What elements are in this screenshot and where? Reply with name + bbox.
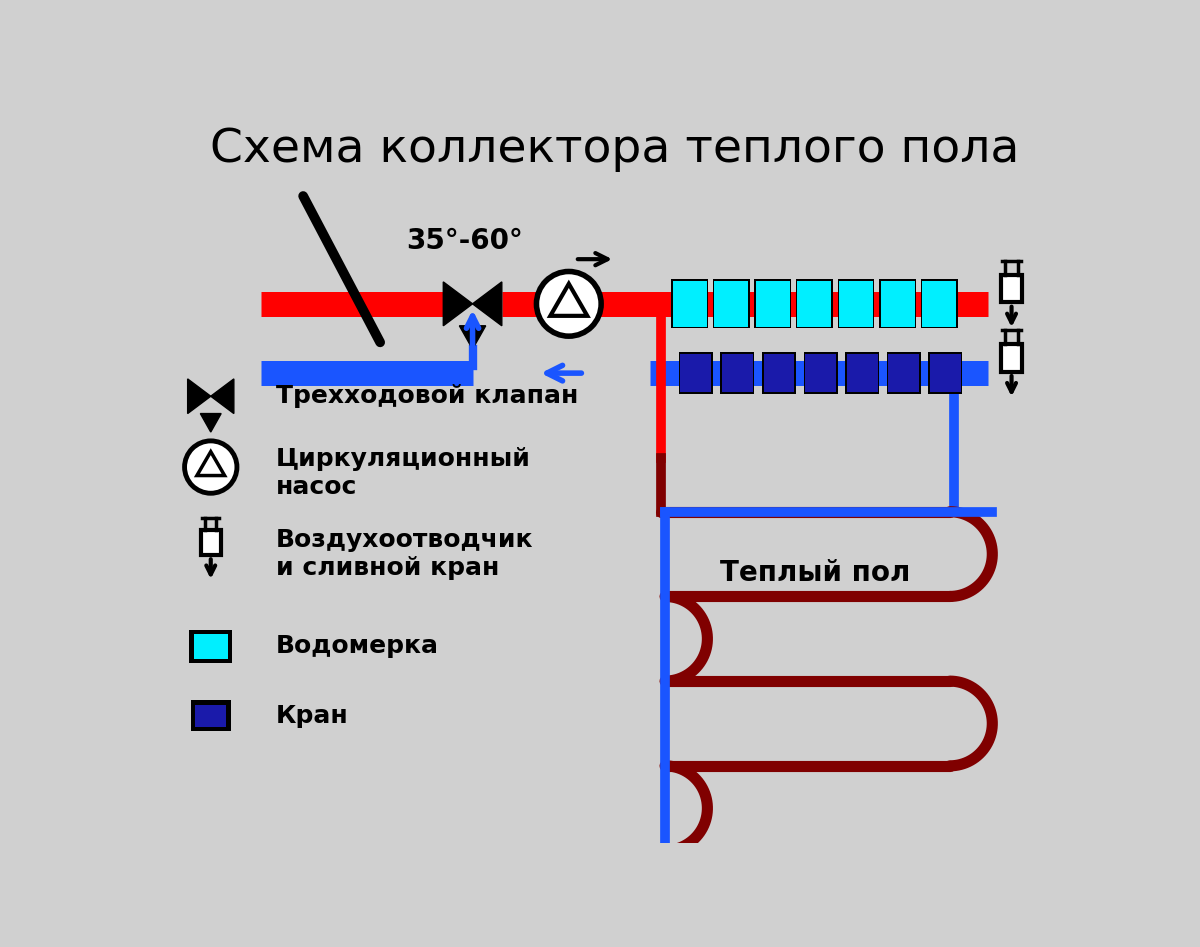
Bar (680, 354, 712, 392)
Bar (930, 354, 961, 392)
Text: 35°-60°: 35°-60° (407, 226, 523, 255)
Bar (713, 279, 750, 329)
Text: Циркуляционный
насос: Циркуляционный насос (276, 447, 532, 499)
Bar (804, 352, 838, 394)
Polygon shape (197, 452, 224, 475)
Bar (722, 354, 752, 392)
Bar (194, 634, 228, 659)
Bar (839, 280, 872, 327)
Bar (888, 354, 919, 392)
Polygon shape (211, 379, 234, 414)
Circle shape (185, 441, 236, 493)
Bar (191, 701, 230, 731)
Bar (720, 352, 755, 394)
Polygon shape (551, 284, 587, 316)
Text: Теплый пол: Теплый пол (720, 560, 911, 587)
Bar (762, 352, 796, 394)
Bar (1001, 275, 1022, 302)
Text: Схема коллектора теплого пола: Схема коллектора теплого пола (210, 127, 1020, 172)
Bar (796, 279, 833, 329)
Polygon shape (443, 282, 473, 326)
Bar (838, 279, 875, 329)
Bar (881, 280, 914, 327)
Polygon shape (473, 282, 502, 326)
Polygon shape (460, 326, 486, 349)
Bar (755, 279, 791, 329)
Polygon shape (187, 379, 211, 414)
Text: Воздухоотводчик
и сливной кран: Воздухоотводчик и сливной кран (276, 528, 534, 580)
Bar (671, 279, 708, 329)
Circle shape (536, 272, 601, 336)
Text: Кран: Кран (276, 704, 349, 728)
Polygon shape (200, 414, 221, 432)
Bar (673, 280, 707, 327)
Bar (1001, 344, 1022, 371)
Bar (196, 705, 226, 726)
Bar (920, 279, 958, 329)
Bar (880, 279, 916, 329)
Bar (887, 352, 920, 394)
Bar (190, 630, 233, 664)
Bar (847, 354, 877, 392)
Bar (923, 280, 956, 327)
Bar (200, 530, 221, 555)
Bar (679, 352, 713, 394)
Bar (763, 354, 794, 392)
Bar (845, 352, 880, 394)
Bar (756, 280, 790, 327)
Bar (805, 354, 836, 392)
Text: Водомерка: Водомерка (276, 634, 439, 658)
Bar (929, 352, 962, 394)
Bar (714, 280, 749, 327)
Bar (798, 280, 832, 327)
Text: Трехходовой клапан: Трехходовой клапан (276, 384, 578, 408)
